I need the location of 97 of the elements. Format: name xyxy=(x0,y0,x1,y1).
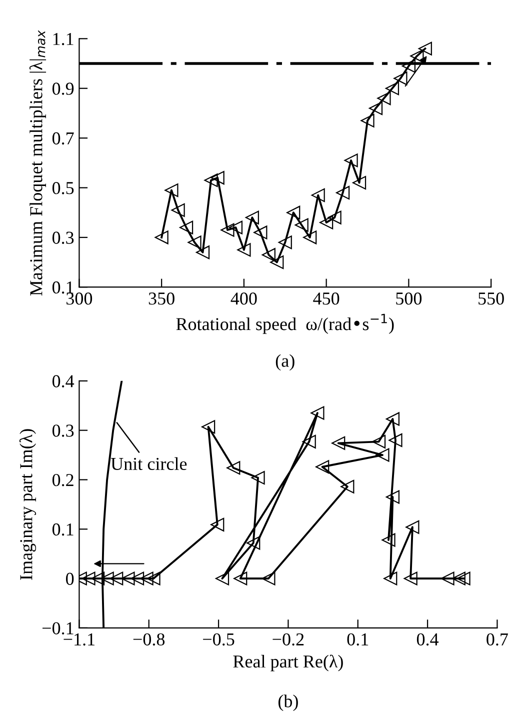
point xyxy=(262,572,276,586)
y-tick-label: 0.4 xyxy=(52,375,74,388)
point xyxy=(310,406,324,420)
point xyxy=(303,230,317,244)
point xyxy=(344,154,358,168)
x-tick-label: 500 xyxy=(396,292,422,305)
annotation: Unit circle xyxy=(110,457,187,470)
point xyxy=(336,186,350,200)
y-tick-label: 0.1 xyxy=(52,281,74,294)
point xyxy=(394,72,408,86)
x-tick-label: 0.7 xyxy=(486,633,508,646)
point xyxy=(245,210,259,224)
x-tick-label: −0.2 xyxy=(272,633,304,646)
y-tick-label: 1.1 xyxy=(53,33,74,46)
x-axis-title: Rotational speed ω/(rad•s$^{−1}$) xyxy=(176,314,394,334)
point xyxy=(440,572,454,586)
x-axis-title: Real part Re(λ) xyxy=(233,654,343,672)
point xyxy=(228,220,243,234)
point xyxy=(382,533,396,547)
y-tick-label: 0.2 xyxy=(52,474,74,486)
x-tick-label: 400 xyxy=(230,292,257,305)
x-tick-label: 0.1 xyxy=(347,633,368,646)
point xyxy=(388,433,402,447)
point xyxy=(171,203,185,217)
point xyxy=(220,223,234,237)
point xyxy=(262,248,276,262)
x-tick-label: −1.1 xyxy=(64,633,94,646)
point xyxy=(332,436,346,450)
point xyxy=(210,518,224,532)
y-axis-title: Imaginary part Im(λ) xyxy=(19,429,36,580)
x-tick-label: 300 xyxy=(66,292,92,305)
point xyxy=(316,460,330,474)
point xyxy=(385,82,400,96)
point xyxy=(215,572,230,586)
y-tick-label: 0.5 xyxy=(52,182,74,194)
point xyxy=(311,188,325,202)
x-tick-label: 450 xyxy=(313,292,340,305)
point xyxy=(376,448,390,462)
point xyxy=(368,101,383,116)
point xyxy=(164,183,178,198)
point xyxy=(278,236,292,250)
point xyxy=(406,520,420,534)
point xyxy=(384,572,398,586)
point xyxy=(110,572,124,586)
y-tick-label: 0.1 xyxy=(52,523,74,536)
y-tick-label: 0.9 xyxy=(52,82,74,95)
point xyxy=(237,243,251,257)
x-tick-label: 350 xyxy=(148,292,174,305)
point xyxy=(90,572,105,586)
x-tick-label: 0.4 xyxy=(416,633,439,646)
point xyxy=(270,255,284,270)
point xyxy=(286,206,300,220)
point xyxy=(179,220,194,234)
point xyxy=(352,176,366,190)
point xyxy=(196,246,210,260)
point xyxy=(188,236,202,250)
point xyxy=(404,572,418,586)
point xyxy=(340,480,354,494)
point xyxy=(456,572,470,586)
point xyxy=(204,173,218,188)
point xyxy=(410,49,424,63)
point xyxy=(386,490,400,504)
x-tick-label: −0.8 xyxy=(133,633,165,646)
point xyxy=(154,230,168,244)
point xyxy=(386,412,400,426)
point xyxy=(246,536,260,550)
text: (a) xyxy=(276,354,294,371)
point xyxy=(452,572,466,586)
point xyxy=(226,461,240,475)
y-tick-label: 0 xyxy=(66,572,74,585)
point xyxy=(130,572,144,586)
point xyxy=(254,226,268,240)
point xyxy=(121,572,135,586)
point xyxy=(210,170,224,185)
point xyxy=(202,420,216,434)
point xyxy=(360,114,374,128)
point xyxy=(251,470,265,485)
y-tick-label: 0.3 xyxy=(52,232,74,244)
point xyxy=(140,572,154,586)
point xyxy=(146,572,160,586)
point xyxy=(418,42,432,56)
x-tick-label: −0.5 xyxy=(203,633,234,646)
point xyxy=(320,216,334,230)
point xyxy=(328,210,342,224)
y-tick-label: 0.3 xyxy=(52,424,74,437)
point xyxy=(294,218,308,232)
y-tick-label: 0.7 xyxy=(52,132,74,145)
x-tick-label: 550 xyxy=(478,292,504,305)
text: (b) xyxy=(278,694,298,711)
y-axis-title: Maximum Floquet multipliers |λ|$_{max}$ xyxy=(29,30,46,296)
point xyxy=(82,572,96,586)
y-tick-label: −0.1 xyxy=(42,622,74,634)
point xyxy=(234,572,248,586)
point xyxy=(402,59,416,73)
point xyxy=(302,434,316,448)
point xyxy=(372,434,386,448)
point xyxy=(377,91,391,106)
